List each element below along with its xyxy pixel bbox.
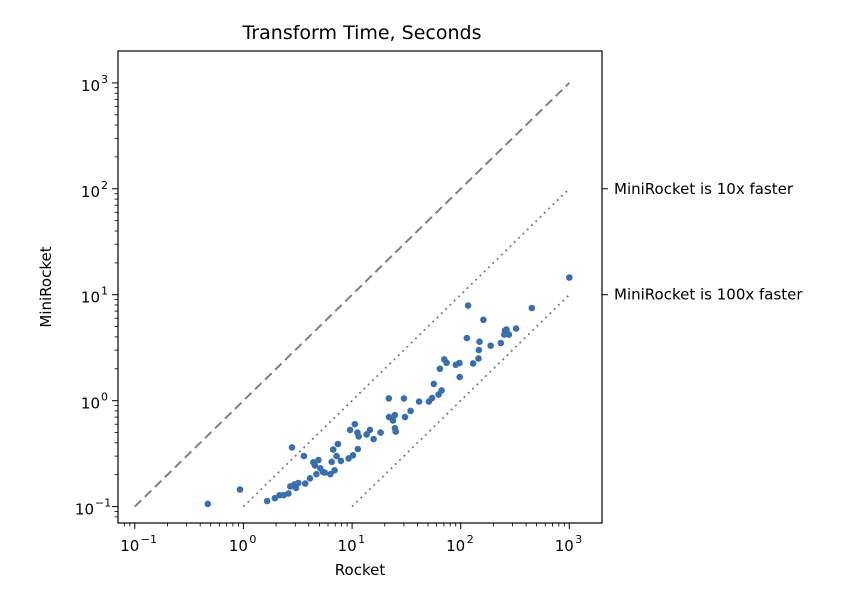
data-point xyxy=(306,475,314,482)
data-point xyxy=(503,326,510,333)
data-point xyxy=(328,458,336,466)
data-point xyxy=(566,274,573,281)
data-point xyxy=(327,470,334,478)
x-tick-exponent: 1 xyxy=(358,533,365,546)
data-point xyxy=(464,302,472,309)
x-tick-exponent: 0 xyxy=(249,533,256,546)
data-point xyxy=(331,467,338,474)
data-point xyxy=(300,452,308,460)
minor-ticks xyxy=(114,87,565,527)
x-axis-ticks: 10 −1 10 0 10 1 10 2 10 3 xyxy=(120,523,582,555)
data-point xyxy=(334,440,342,448)
y-tick-exponent: −1 xyxy=(95,497,111,510)
data-point xyxy=(337,457,345,465)
data-point xyxy=(349,452,357,459)
x-tick-label: 10 xyxy=(229,537,248,555)
data-point xyxy=(315,456,322,464)
data-points xyxy=(204,274,573,508)
data-point xyxy=(346,426,354,434)
data-point xyxy=(311,462,319,469)
data-point xyxy=(438,387,445,394)
data-point xyxy=(377,429,384,436)
x-tick-exponent: 2 xyxy=(467,533,474,546)
data-point xyxy=(505,331,513,338)
x-tick-label: 10 xyxy=(446,537,465,555)
data-point xyxy=(480,316,487,324)
data-point xyxy=(401,413,409,421)
data-point xyxy=(385,395,393,402)
y-axis-label: MiniRocket xyxy=(37,246,55,327)
data-point xyxy=(236,486,244,493)
y-tick-label: 10 xyxy=(81,77,100,95)
y-tick-exponent: 2 xyxy=(101,179,108,192)
data-point xyxy=(355,433,363,440)
data-point xyxy=(295,479,302,487)
x-axis-label: Rocket xyxy=(335,561,386,579)
data-point xyxy=(475,355,482,362)
data-point xyxy=(392,428,400,435)
data-point xyxy=(389,417,397,424)
chart-title: Transform Time, Seconds xyxy=(242,22,482,44)
data-point xyxy=(415,398,423,405)
data-point xyxy=(329,446,337,453)
data-point xyxy=(370,435,377,443)
data-point xyxy=(469,360,477,367)
data-point xyxy=(430,380,438,388)
data-point xyxy=(456,373,464,381)
y-tick-label: 10 xyxy=(81,289,100,307)
x-tick-exponent: 3 xyxy=(575,533,582,546)
data-point xyxy=(292,484,300,492)
data-point xyxy=(288,444,296,451)
speedup-line-2 xyxy=(351,294,570,508)
data-point xyxy=(301,480,309,487)
data-point xyxy=(351,420,359,428)
data-point xyxy=(354,445,362,453)
x-tick-label: 10 xyxy=(555,537,574,555)
data-point xyxy=(313,470,320,478)
plot-area-frame xyxy=(117,50,603,524)
data-point xyxy=(333,452,340,460)
data-point xyxy=(436,365,444,373)
y-tick-exponent: 3 xyxy=(101,73,108,86)
data-point xyxy=(475,346,483,354)
data-point xyxy=(321,469,329,476)
y-tick-label: 10 xyxy=(81,395,100,413)
data-point xyxy=(443,359,450,367)
data-point xyxy=(271,494,279,502)
reference-lines xyxy=(134,82,570,508)
parity-line-0 xyxy=(134,82,570,508)
data-point xyxy=(463,334,471,342)
x-tick-label: 10 xyxy=(120,537,139,555)
data-point xyxy=(391,411,399,419)
annotations: MiniRocket is 10x faster MiniRocket is 10… xyxy=(602,180,803,304)
y-tick-label: 10 xyxy=(81,183,100,201)
data-point xyxy=(487,342,495,350)
speedup-line-1 xyxy=(242,188,570,508)
data-point xyxy=(285,490,292,497)
data-point xyxy=(476,338,483,346)
data-point xyxy=(497,339,505,347)
y-tick-label: 10 xyxy=(75,501,94,519)
y-tick-exponent: 0 xyxy=(101,391,108,404)
data-point xyxy=(456,359,463,367)
data-point xyxy=(407,407,414,415)
data-point xyxy=(528,304,536,312)
data-point xyxy=(400,395,408,402)
data-point xyxy=(204,500,212,508)
data-point xyxy=(366,426,374,434)
x-tick-exponent: −1 xyxy=(141,533,157,546)
annotation-label: MiniRocket is 100x faster xyxy=(614,286,803,304)
data-point xyxy=(512,325,520,332)
data-point xyxy=(428,394,436,402)
annotation-label: MiniRocket is 10x faster xyxy=(614,180,794,198)
y-tick-exponent: 1 xyxy=(101,285,108,298)
x-tick-label: 10 xyxy=(338,537,357,555)
data-point xyxy=(263,497,271,505)
